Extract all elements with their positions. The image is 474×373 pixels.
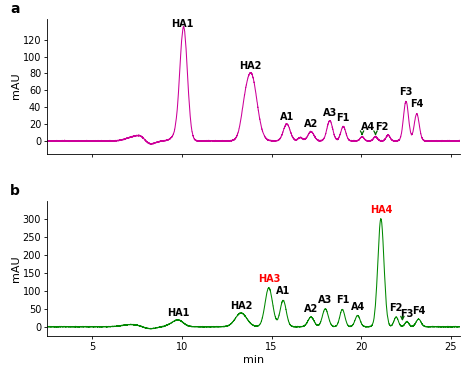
Text: F2: F2 — [375, 122, 389, 132]
Text: F2: F2 — [390, 303, 403, 313]
Y-axis label: mAU: mAU — [11, 73, 21, 100]
Text: HA2: HA2 — [239, 61, 261, 71]
Text: HA1: HA1 — [172, 19, 194, 29]
Text: F4: F4 — [412, 306, 425, 316]
Text: F4: F4 — [410, 99, 423, 109]
Text: F1: F1 — [336, 295, 349, 305]
Text: HA2: HA2 — [230, 301, 252, 311]
Text: HA1: HA1 — [167, 308, 190, 318]
Text: A2: A2 — [304, 119, 318, 129]
Text: F1: F1 — [337, 113, 350, 123]
Text: HA4: HA4 — [370, 205, 392, 215]
Text: b: b — [10, 184, 20, 198]
Text: A1: A1 — [276, 286, 290, 296]
Text: A4: A4 — [350, 302, 365, 312]
Text: F3: F3 — [400, 309, 414, 319]
Text: A4: A4 — [361, 122, 375, 132]
Text: a: a — [10, 2, 20, 16]
Text: A2: A2 — [304, 304, 318, 314]
Text: A1: A1 — [280, 112, 294, 122]
Y-axis label: mAU: mAU — [11, 255, 21, 282]
Text: F3: F3 — [399, 87, 413, 97]
Text: HA3: HA3 — [258, 273, 280, 283]
Text: A3: A3 — [318, 295, 332, 305]
X-axis label: min: min — [243, 355, 264, 365]
Text: A3: A3 — [323, 108, 337, 118]
